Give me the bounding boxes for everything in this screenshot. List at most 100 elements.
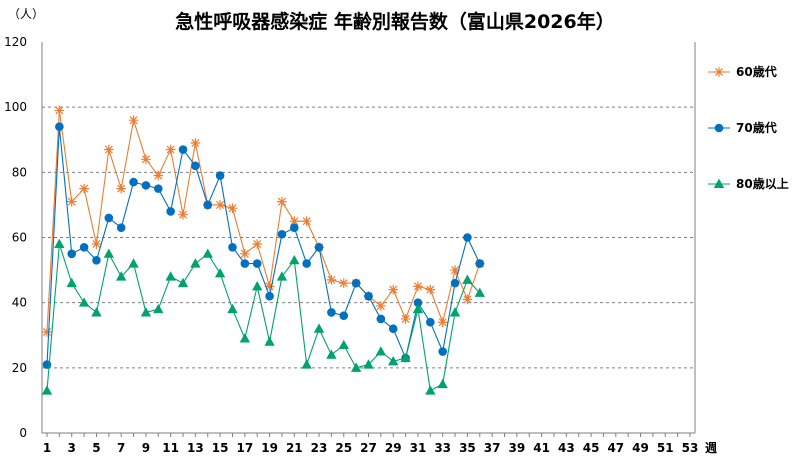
y-tick-label: 120: [4, 35, 27, 49]
data-point-s2-w23: [313, 323, 325, 333]
data-point-s0-w17: [240, 248, 250, 259]
data-point-s1-w7: [116, 223, 126, 233]
data-point-s1-w24: [327, 308, 336, 317]
data-point-s0-w25: [338, 278, 349, 288]
data-point-s1-w14: [203, 200, 213, 210]
x-tick-label: 51: [657, 441, 674, 455]
data-point-s1-w36: [475, 259, 485, 268]
data-point-s1-w35: [463, 233, 472, 242]
data-point-s2-w30: [400, 352, 411, 363]
data-point-s2-w18: [252, 281, 263, 291]
x-tick-label: 23: [311, 441, 328, 455]
x-tick-label: 45: [583, 441, 600, 455]
data-point-s0-w21: [289, 216, 300, 227]
data-point-s0-w16: [227, 203, 238, 213]
x-tick-label: 49: [632, 441, 649, 455]
x-tick-label: 1: [43, 441, 51, 455]
y-tick-label: 20: [12, 361, 27, 375]
x-tick-label: 11: [162, 441, 179, 455]
data-point-s1-w16: [228, 242, 237, 252]
data-point-s2-w6: [103, 248, 115, 258]
data-point-s2-w5: [91, 307, 102, 317]
data-point-s2-w16: [227, 303, 238, 314]
data-point-s0-w4: [79, 183, 89, 194]
data-point-s1-w19: [265, 291, 274, 301]
data-point-s0-w3: [66, 196, 77, 207]
legend-item-0: 60歳代: [708, 64, 777, 79]
x-tick-labels: 1 3 5 7 9 11 13 15 17 19 21 23 25 27 29 31 33 35 37 39 41 43 4…: [43, 441, 699, 455]
series-1: [42, 122, 485, 369]
x-tick-label: 5: [92, 441, 100, 455]
data-point-s1-w20: [277, 229, 287, 239]
data-point-s2-w32: [425, 385, 436, 395]
data-point-s1-w3: [67, 249, 77, 259]
axes: [41, 42, 696, 437]
chart-title: 急性呼吸器感染症 年齢別報告数（富山県2026年）: [175, 10, 615, 33]
data-point-s2-w20: [276, 271, 288, 281]
y-tick-labels: 0 20 40 60 80 100 120: [4, 35, 27, 440]
data-point-s1-w8: [129, 177, 138, 187]
x-tick-label: 15: [212, 441, 229, 455]
data-point-s2-w35: [462, 274, 473, 284]
x-tick-label: 37: [484, 441, 501, 455]
data-point-s0-w15: [215, 200, 225, 210]
data-point-s2-w19: [264, 336, 275, 346]
data-point-s0-w34: [450, 265, 460, 275]
data-point-s2-w4: [78, 297, 90, 307]
data-point-s1-w4: [79, 242, 89, 252]
legend-label: 80歳以上: [736, 176, 789, 191]
data-point-s0-w8: [128, 115, 139, 125]
y-tick-label: 40: [12, 296, 27, 310]
data-point-s2-w11: [165, 271, 176, 281]
data-point-s1-w2: [55, 122, 64, 132]
data-point-s1-w23: [314, 242, 324, 252]
data-point-s2-w31: [412, 303, 424, 314]
x-tick-label: 17: [236, 441, 253, 455]
x-tick-label: 27: [360, 441, 377, 455]
data-point-s1-w5: [92, 256, 101, 265]
data-point-s0-w19: [264, 281, 275, 292]
data-point-s0-w6: [104, 144, 114, 155]
y-tick-label: 80: [12, 165, 27, 179]
x-tick-label: 19: [261, 441, 278, 455]
data-point-s2-w14: [202, 248, 213, 258]
data-point-s1-w12: [178, 145, 188, 154]
data-point-s1-w18: [252, 259, 262, 268]
data-point-s2-w17: [239, 333, 251, 343]
legend-item-1: 70歳代: [708, 120, 777, 135]
data-point-s1-w15: [215, 171, 225, 180]
x-tick-label: 35: [459, 441, 476, 455]
x-tick-label: 29: [385, 441, 402, 455]
x-tick-label: 3: [68, 441, 76, 455]
x-tick-label: 33: [434, 441, 451, 455]
legend: 60歳代 70歳代 80歳以上: [708, 64, 789, 191]
data-point-s2-w8: [128, 258, 139, 268]
data-point-s0-w18: [252, 239, 263, 249]
data-point-s0-w31: [413, 281, 423, 292]
x-tick-label: 41: [533, 441, 550, 455]
data-point-s2-w34: [449, 307, 461, 317]
y-axis-unit-label: （人）: [8, 7, 44, 21]
data-point-s2-w36: [474, 287, 485, 297]
data-point-s0-w28: [376, 301, 386, 311]
data-point-s0-w22: [301, 216, 312, 227]
data-point-s1-w29: [388, 324, 398, 334]
grid-lines: [42, 106, 695, 369]
data-point-s0-w11: [165, 144, 176, 155]
x-tick-label: 31: [410, 441, 427, 455]
data-point-s0-w20: [277, 196, 287, 207]
data-point-s2-w28: [375, 346, 387, 356]
data-point-s2-w26: [350, 362, 362, 372]
x-tick-label: 43: [558, 441, 575, 455]
series-line-1: [46, 126, 481, 365]
data-point-s2-w33: [437, 378, 448, 389]
series-layer: [41, 105, 485, 395]
data-point-s1-w34: [450, 278, 460, 288]
data-point-s2-w29: [388, 355, 399, 366]
data-point-s1-w13: [191, 161, 200, 171]
data-point-s1-w26: [351, 278, 361, 288]
data-point-s2-w21: [289, 254, 300, 265]
y-tick-label: 0: [19, 426, 27, 440]
data-point-s0-w30: [400, 314, 411, 324]
